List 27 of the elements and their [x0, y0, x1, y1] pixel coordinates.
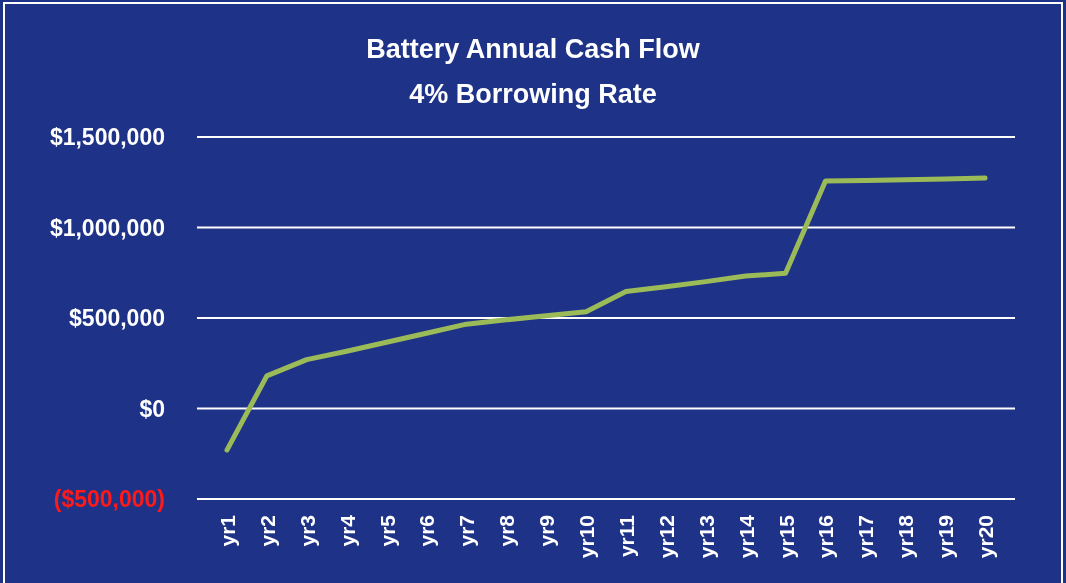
y-tick-label: $0: [139, 395, 165, 422]
x-tick-label: yr12: [654, 515, 678, 559]
x-tick-label: yr10: [575, 515, 599, 559]
x-tick-label: yr13: [694, 515, 718, 559]
y-tick-label: $1,500,000: [49, 124, 165, 151]
x-tick-label: yr17: [854, 515, 878, 559]
x-tick-label: yr6: [415, 515, 439, 547]
x-tick-label: yr11: [614, 514, 638, 558]
x-tick-label: yr7: [455, 515, 479, 547]
chart-subtitle: 4% Borrowing Rate: [409, 79, 657, 109]
x-tick-label: yr9: [535, 515, 559, 547]
x-tick-label: yr4: [335, 514, 359, 547]
y-tick-label: ($500,000): [53, 486, 165, 513]
x-tick-label: yr15: [774, 514, 798, 559]
x-tick-label: yr2: [255, 515, 279, 547]
y-tick-label: $500,000: [69, 305, 165, 332]
x-tick-label: yr8: [495, 514, 519, 547]
x-tick-label: yr20: [974, 515, 998, 559]
chart-title: Battery Annual Cash Flow: [366, 34, 701, 64]
x-tick-label: yr18: [894, 514, 918, 559]
x-tick-label: yr16: [814, 515, 838, 559]
x-tick-label: yr14: [734, 514, 758, 559]
x-tick-label: yr5: [375, 514, 399, 547]
y-tick-label: $1,000,000: [49, 214, 165, 241]
x-tick-label: yr3: [295, 515, 319, 547]
x-tick-label: yr1: [215, 514, 239, 547]
x-tick-label: yr19: [934, 515, 958, 559]
